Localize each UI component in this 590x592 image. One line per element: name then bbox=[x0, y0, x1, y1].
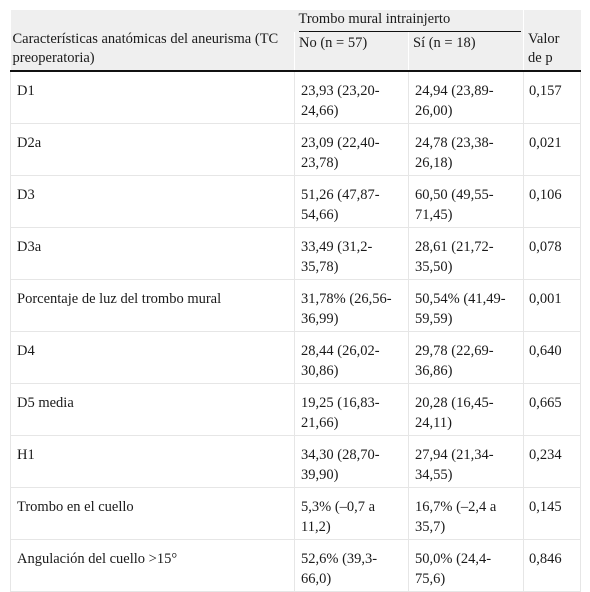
row-label-cell: Trombo en el cuello bbox=[10, 487, 295, 540]
row-si-value-cell: 50,0% (24,4-75,6) bbox=[408, 539, 525, 592]
row-no-value-cell: 28,44 (26,02-30,86) bbox=[294, 331, 409, 384]
row-p-value-cell: 0,078 bbox=[523, 227, 582, 280]
header-si: Sí (n = 18) bbox=[407, 32, 524, 72]
table-row: Porcentaje de luz del trombo mural 31,78%… bbox=[10, 279, 582, 332]
row-si-value-cell: 60,50 (49,55-71,45) bbox=[408, 175, 525, 228]
row-no-value-cell: 34,30 (28,70-39,90) bbox=[294, 435, 409, 488]
row-p-value-cell: 0,846 bbox=[523, 539, 582, 592]
table-row: D3 51,26 (47,87-54,66) 60,50 (49,55-71,45)… bbox=[10, 175, 582, 228]
row-no-value-cell: 31,78% (26,56-36,99) bbox=[294, 279, 409, 332]
header-no-label: No (n = 57) bbox=[299, 35, 368, 51]
row-si-value-cell: 24,78 (23,38-26,18) bbox=[408, 123, 525, 176]
row-no-value-cell: 51,26 (47,87-54,66) bbox=[294, 175, 409, 228]
header-group-thrombus: Trombo mural intrainjerto bbox=[294, 10, 524, 32]
row-label-cell: D4 bbox=[10, 331, 295, 384]
row-p-value-cell: 0,106 bbox=[523, 175, 582, 228]
data-table-container: Características anatómicas del aneurisma… bbox=[10, 10, 582, 592]
row-label-cell: D3a bbox=[10, 227, 295, 280]
table-row: D5 media 19,25 (16,83-21,66) 20,28 (16,45-… bbox=[10, 383, 582, 436]
row-label-cell: D2a bbox=[10, 123, 295, 176]
row-p-value-cell: 0,234 bbox=[523, 435, 582, 488]
row-no-value-cell: 23,93 (23,20-24,66) bbox=[294, 71, 409, 124]
table-row: D2a 23,09 (22,40-23,78) 24,78 (23,38-26,18… bbox=[10, 123, 582, 176]
header-characteristics: Características anatómicas del aneurisma… bbox=[10, 10, 295, 72]
row-label-cell: D3 bbox=[10, 175, 295, 228]
row-label-cell: Porcentaje de luz del trombo mural bbox=[10, 279, 295, 332]
row-si-value-cell: 24,94 (23,89-26,00) bbox=[408, 71, 525, 124]
header-no: No (n = 57) bbox=[294, 32, 409, 72]
row-p-value-cell: 0,021 bbox=[523, 123, 582, 176]
row-si-value-cell: 50,54% (41,49-59,59) bbox=[408, 279, 525, 332]
row-no-value-cell: 33,49 (31,2-35,78) bbox=[294, 227, 409, 280]
aneurysm-characteristics-table: Características anatómicas del aneurisma… bbox=[10, 10, 582, 592]
row-no-value-cell: 52,6% (39,3-66,0) bbox=[294, 539, 409, 592]
table-row: Trombo en el cuello 5,3% (–0,7 a 11,2) 16,… bbox=[10, 487, 582, 540]
table-row: D3a 33,49 (31,2-35,78) 28,61 (21,72-35,50)… bbox=[10, 227, 582, 280]
header-group-label: Trombo mural intrainjerto bbox=[298, 10, 522, 32]
row-si-value-cell: 28,61 (21,72-35,50) bbox=[408, 227, 525, 280]
row-si-value-cell: 27,94 (21,34-34,55) bbox=[408, 435, 525, 488]
row-no-value-cell: 19,25 (16,83-21,66) bbox=[294, 383, 409, 436]
table-body: D1 23,93 (23,20-24,66) 24,94 (23,89-26,00)… bbox=[10, 71, 582, 592]
header-p-value: Valor de p bbox=[523, 10, 581, 72]
row-p-value-cell: 0,665 bbox=[523, 383, 582, 436]
table-row: Angulación del cuello >15° 52,6% (39,3-66… bbox=[10, 539, 582, 592]
row-p-value-cell: 0,145 bbox=[523, 487, 582, 540]
header-si-label: Sí (n = 18) bbox=[413, 35, 476, 51]
row-p-value-cell: 0,157 bbox=[523, 71, 582, 124]
row-si-value-cell: 29,78 (22,69-36,86) bbox=[408, 331, 525, 384]
table-row: H1 34,30 (28,70-39,90) 27,94 (21,34-34,55)… bbox=[10, 435, 582, 488]
row-p-value-cell: 0,001 bbox=[523, 279, 582, 332]
header-characteristics-label: Características anatómicas del aneurisma… bbox=[12, 31, 279, 66]
table-row: D4 28,44 (26,02-30,86) 29,78 (22,69-36,86)… bbox=[10, 331, 582, 384]
row-label-cell: D5 media bbox=[10, 383, 295, 436]
row-no-value-cell: 5,3% (–0,7 a 11,2) bbox=[294, 487, 409, 540]
row-label-cell: H1 bbox=[10, 435, 295, 488]
table-row: D1 23,93 (23,20-24,66) 24,94 (23,89-26,00)… bbox=[10, 71, 582, 124]
row-si-value-cell: 20,28 (16,45-24,11) bbox=[408, 383, 525, 436]
row-label-cell: D1 bbox=[10, 71, 295, 124]
row-label-cell: Angulación del cuello >15° bbox=[10, 539, 295, 592]
row-si-value-cell: 16,7% (–2,4 a 35,7) bbox=[408, 487, 525, 540]
header-p-label: Valor de p bbox=[528, 31, 560, 66]
row-no-value-cell: 23,09 (22,40-23,78) bbox=[294, 123, 409, 176]
row-p-value-cell: 0,640 bbox=[523, 331, 582, 384]
